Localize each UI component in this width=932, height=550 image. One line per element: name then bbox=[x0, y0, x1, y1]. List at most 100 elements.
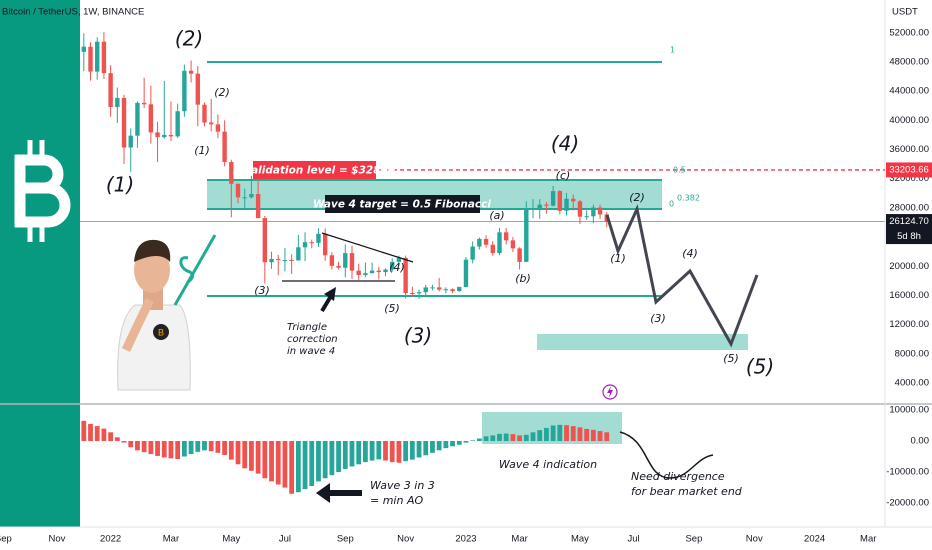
candle-body bbox=[571, 198, 576, 202]
candle-body bbox=[289, 260, 294, 262]
candle-body bbox=[490, 244, 495, 254]
candle-body bbox=[135, 102, 140, 136]
ao-bar bbox=[242, 441, 248, 469]
candle-body bbox=[410, 293, 415, 295]
candle-body bbox=[463, 259, 469, 288]
annotation: (4) bbox=[682, 247, 698, 260]
ao-bar bbox=[369, 441, 375, 461]
annotation: Need divergence bbox=[631, 470, 725, 483]
candle-body bbox=[383, 269, 388, 273]
candle-body bbox=[108, 73, 113, 108]
annotation: 0.5 bbox=[673, 166, 686, 175]
ao-bar bbox=[202, 441, 207, 451]
ao-bar bbox=[456, 441, 462, 445]
axis-unit: USDT bbox=[892, 7, 918, 18]
candle-body bbox=[524, 208, 529, 262]
ao-bar bbox=[155, 441, 160, 456]
ao-bar bbox=[362, 441, 368, 463]
person-illustration: B bbox=[117, 239, 191, 391]
candle-body bbox=[403, 257, 408, 294]
candle-body bbox=[376, 270, 382, 273]
candle-body bbox=[416, 292, 422, 294]
ao-bar bbox=[128, 441, 134, 448]
y-tick-label: 4000.00 bbox=[895, 377, 929, 388]
ao-bar bbox=[262, 441, 268, 479]
y-tick-label: 36000.00 bbox=[889, 144, 929, 155]
candle-body bbox=[202, 104, 207, 123]
target-zone bbox=[537, 334, 748, 350]
ao-bar bbox=[537, 430, 543, 442]
candle-body bbox=[591, 207, 596, 217]
ao-bar bbox=[396, 441, 402, 463]
note-box bbox=[325, 195, 480, 213]
ao-bar bbox=[476, 438, 482, 442]
ao-bar bbox=[550, 425, 556, 442]
ao-bar bbox=[450, 441, 455, 447]
annotation: (c) bbox=[556, 169, 571, 182]
annotation: (b) bbox=[515, 272, 531, 285]
annotation: (5) bbox=[384, 302, 400, 315]
candle-body bbox=[296, 247, 301, 261]
y-tick-label: 48000.00 bbox=[889, 57, 929, 68]
candle-body bbox=[101, 41, 107, 74]
candle-body bbox=[148, 104, 154, 133]
countdown: 5d 8h bbox=[897, 231, 921, 242]
ao-bar bbox=[181, 441, 187, 457]
ao-bar bbox=[423, 441, 429, 456]
x-tick-label: Nov bbox=[397, 534, 414, 545]
candle-body bbox=[443, 289, 449, 291]
ao-bar bbox=[497, 433, 502, 442]
y-tick-label: 0.00 bbox=[911, 436, 930, 447]
ao-bar bbox=[389, 441, 395, 463]
candle-body bbox=[550, 191, 556, 206]
ao-bar bbox=[94, 426, 100, 442]
annotation: (3) bbox=[404, 324, 432, 348]
ao-bar bbox=[309, 441, 315, 487]
x-tick-label: Mar bbox=[860, 534, 876, 545]
annotation: (4) bbox=[551, 132, 579, 156]
candle-body bbox=[510, 240, 516, 249]
candle-body bbox=[457, 287, 462, 292]
candle-body bbox=[537, 204, 542, 209]
ao-bar bbox=[302, 441, 308, 490]
candle-body bbox=[121, 97, 127, 148]
ao-bar bbox=[577, 427, 583, 442]
annotation: Wave 3 in 3 bbox=[370, 479, 435, 492]
candle-body bbox=[423, 287, 428, 293]
ao-bar bbox=[383, 441, 388, 461]
candle-body bbox=[530, 208, 536, 210]
y-tick-label: -10000.00 bbox=[886, 467, 929, 478]
ao-bar bbox=[282, 441, 288, 488]
alert-icon[interactable] bbox=[602, 384, 618, 400]
x-tick-label: May bbox=[222, 534, 240, 545]
ao-bar bbox=[81, 420, 87, 442]
invalidation-note: Invalidation level = $32800 bbox=[233, 165, 395, 177]
x-tick-label: Sep bbox=[337, 534, 354, 545]
candle-body bbox=[577, 201, 583, 217]
brand-logo bbox=[173, 234, 217, 306]
ao-bar bbox=[597, 431, 603, 442]
ao-bar bbox=[416, 441, 422, 458]
candle-body bbox=[309, 242, 314, 244]
ao-bar bbox=[349, 441, 355, 467]
x-tick-label: Nov bbox=[746, 534, 763, 545]
y-tick-label: 20000.00 bbox=[889, 261, 929, 272]
candle-body bbox=[322, 233, 328, 256]
ao-bar bbox=[141, 441, 147, 453]
candles bbox=[74, 0, 609, 300]
candle-body bbox=[597, 207, 603, 215]
annotation: (a) bbox=[489, 209, 504, 222]
candle-body bbox=[450, 289, 455, 292]
price-label-box bbox=[886, 162, 932, 178]
ao-bar bbox=[235, 441, 241, 465]
candle-body bbox=[584, 216, 589, 218]
candle-body bbox=[390, 261, 395, 270]
candle-body bbox=[282, 260, 288, 262]
ao-bar bbox=[490, 435, 496, 442]
candle-body bbox=[349, 253, 355, 271]
annotation: (5) bbox=[746, 355, 774, 379]
ao-bar bbox=[483, 436, 489, 442]
ao-bar bbox=[436, 441, 442, 451]
